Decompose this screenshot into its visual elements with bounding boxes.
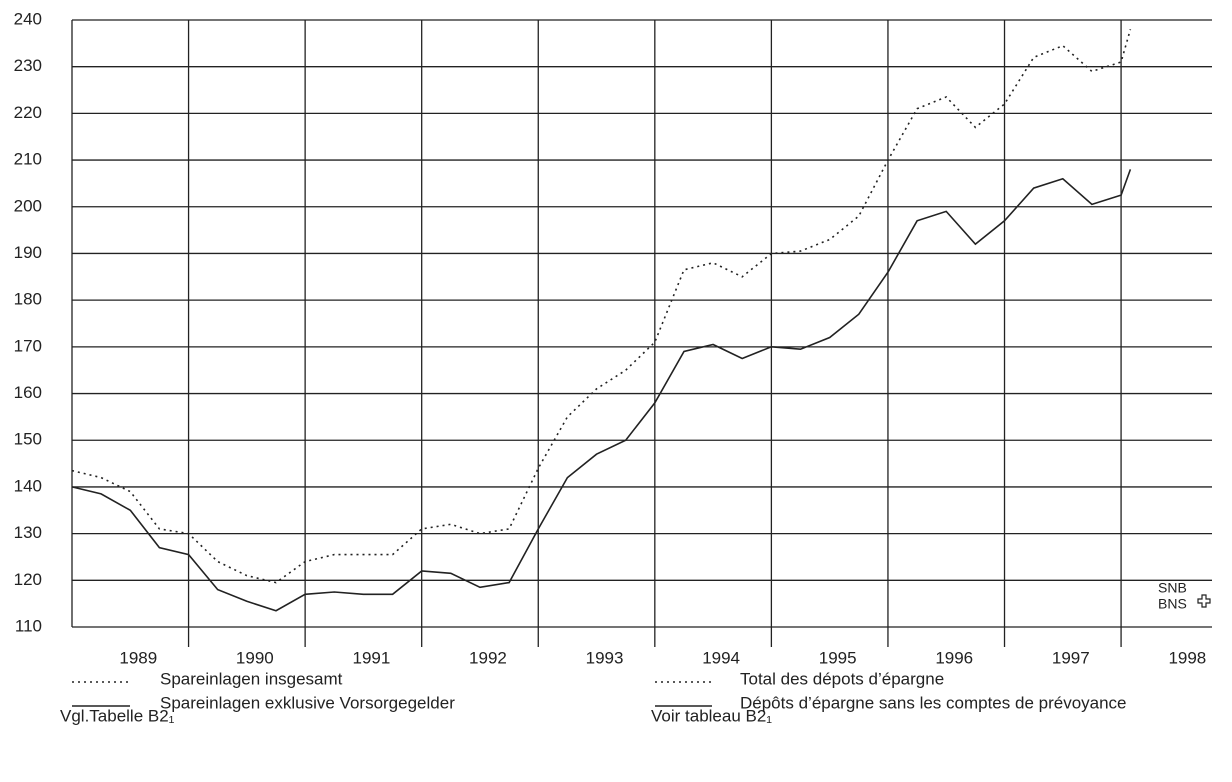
y-tick-label: 120	[14, 570, 42, 589]
legend-label: Spareinlagen exklusive Vorsorgegelder	[160, 693, 455, 712]
y-tick-label: 230	[14, 56, 42, 75]
y-tick-label: 150	[14, 430, 42, 449]
y-tick-label: 110	[15, 616, 42, 635]
y-tick-label: 190	[14, 243, 42, 262]
y-tick-label: 180	[14, 290, 42, 309]
x-tick-label: 1998	[1168, 648, 1206, 667]
series-line	[71, 169, 1132, 612]
x-tick-label: 1989	[119, 648, 157, 667]
y-tick-label: 170	[14, 336, 42, 355]
x-tick-label: 1993	[586, 648, 624, 667]
y-tick-label: 140	[14, 476, 42, 495]
x-tick-label: 1994	[702, 648, 740, 667]
y-tick-label: 200	[14, 196, 42, 215]
y-tick-label: 220	[14, 103, 42, 122]
y-tick-label: 130	[14, 523, 42, 542]
y-tick-label: 160	[14, 383, 42, 402]
x-tick-label: 1996	[935, 648, 973, 667]
legend-label: Spareinlagen insgesamt	[160, 669, 343, 688]
x-tick-label: 1995	[819, 648, 857, 667]
logo-text: SNB	[1158, 580, 1187, 596]
x-tick-label: 1992	[469, 648, 507, 667]
legend-label: Dépôts d’épargne sans les comptes de pré…	[740, 693, 1127, 712]
y-tick-label: 240	[14, 9, 42, 28]
x-tick-label: 1990	[236, 648, 274, 667]
x-tick-label: 1997	[1052, 648, 1090, 667]
series-line	[71, 29, 1132, 584]
legend-label: Total des dépots d’épargne	[740, 669, 944, 688]
note: Vgl.Tabelle B2₁	[60, 706, 175, 725]
logo-cross	[1197, 594, 1211, 608]
note: Voir tableau B2₁	[651, 706, 772, 725]
x-tick-label: 1991	[352, 648, 390, 667]
y-tick-label: 210	[14, 150, 42, 169]
logo-text: BNS	[1158, 596, 1187, 612]
